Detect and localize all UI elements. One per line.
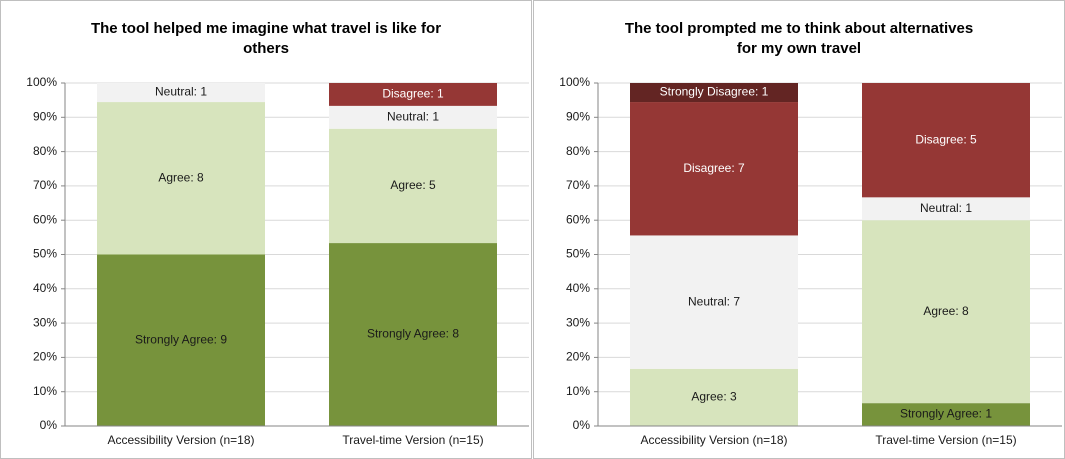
bar-segment: [329, 243, 497, 426]
bar-segment: [630, 235, 798, 369]
chart-title: The tool helped me imagine what travel i…: [90, 20, 442, 57]
y-tick-label: 30%: [33, 315, 57, 329]
data-label: Agree: 8: [923, 304, 969, 318]
data-label: Disagree: 1: [382, 87, 444, 101]
y-tick-label: 60%: [33, 212, 57, 226]
y-tick-label: 30%: [566, 315, 590, 329]
y-tick-label: 70%: [33, 178, 57, 192]
bar-segment: [862, 83, 1030, 198]
bar-segment: [97, 102, 265, 255]
data-label: Agree: 8: [158, 170, 204, 184]
y-tick-label: 60%: [566, 212, 590, 226]
data-label: Disagree: 7: [683, 161, 745, 175]
x-tick-label: Travel-time Version (n=15): [875, 433, 1016, 447]
bar-segment: [97, 83, 265, 103]
bar-segment: [862, 220, 1030, 404]
y-tick-label: 40%: [33, 281, 57, 295]
chart: 0% 10% 20% 30% 40% 50% 60% 70% 80% 90% 100% Accessi…: [26, 75, 529, 447]
y-tick-label: 20%: [33, 350, 57, 364]
y-tick-label: 90%: [566, 109, 590, 123]
x-tick-label: Accessibility Version (n=18): [107, 433, 254, 447]
y-tick-label: 100%: [26, 75, 57, 89]
data-label: Neutral: 1: [387, 109, 439, 123]
chart: 0% 10% 20% 30% 40% 50% 60% 70% 80% 90% 100% Accessi…: [559, 75, 1062, 447]
x-tick-label: Travel-time Version (n=15): [342, 433, 483, 447]
data-label: Neutral: 1: [155, 85, 207, 99]
bar-segment: [630, 102, 798, 236]
y-tick-label: 40%: [566, 281, 590, 295]
data-label: Strongly Disagree: 1: [660, 85, 769, 99]
data-label: Agree: 3: [691, 390, 737, 404]
chart-panel: 0% 10% 20% 30% 40% 50% 60% 70% 80% 90% 100% Accessi…: [0, 0, 532, 459]
bar-segment: [329, 128, 497, 244]
data-label: Agree: 5: [390, 178, 436, 192]
y-tick-label: 50%: [566, 247, 590, 261]
chart-title: The tool prompted me to think about alte…: [624, 20, 974, 57]
bar-segment: [862, 197, 1030, 221]
y-tick-label: 10%: [566, 384, 590, 398]
y-tick-label: 50%: [33, 247, 57, 261]
y-tick-label: 80%: [566, 144, 590, 158]
data-label: Neutral: 7: [688, 294, 740, 308]
bar-segment: [630, 368, 798, 426]
y-tick-label: 0%: [40, 418, 58, 432]
data-label: Strongly Agree: 1: [900, 407, 992, 421]
y-tick-label: 100%: [559, 75, 590, 89]
y-tick-label: 10%: [33, 384, 57, 398]
y-tick-label: 0%: [573, 418, 591, 432]
data-label: Neutral: 1: [920, 201, 972, 215]
data-label: Disagree: 5: [915, 132, 977, 146]
bar-segment: [329, 105, 497, 129]
bar-segment: [329, 83, 497, 106]
y-tick-label: 80%: [33, 144, 57, 158]
x-tick-label: Accessibility Version (n=18): [640, 433, 787, 447]
chart-panel: 0% 10% 20% 30% 40% 50% 60% 70% 80% 90% 100% Accessi…: [533, 0, 1065, 459]
y-tick-label: 20%: [566, 350, 590, 364]
bar-segment: [97, 254, 265, 426]
y-tick-label: 70%: [566, 178, 590, 192]
bar-segment: [862, 403, 1030, 426]
y-tick-label: 90%: [33, 109, 57, 123]
bar-segment: [630, 83, 798, 103]
data-label: Strongly Agree: 8: [367, 327, 459, 341]
data-label: Strongly Agree: 9: [135, 332, 227, 346]
